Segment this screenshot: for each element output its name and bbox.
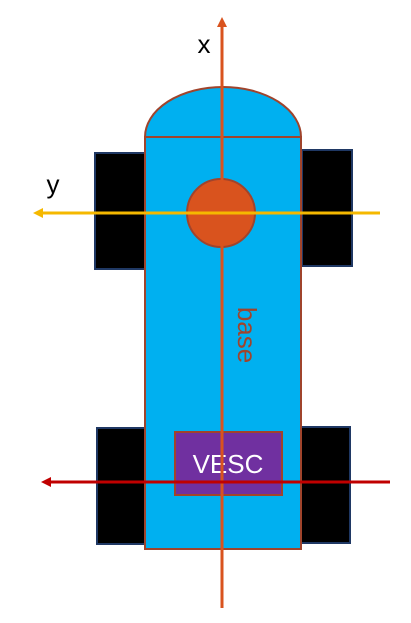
rear-left-wheel <box>96 427 148 545</box>
x-axis-label: x <box>198 29 211 59</box>
base-label: base <box>232 307 262 363</box>
y-axis-label: y <box>47 169 60 199</box>
vesc-label: VESC <box>193 449 264 479</box>
rear-right-wheel <box>299 426 351 544</box>
front-right-wheel <box>301 149 353 267</box>
front-left-wheel <box>94 152 146 270</box>
vesc-box <box>174 431 283 496</box>
